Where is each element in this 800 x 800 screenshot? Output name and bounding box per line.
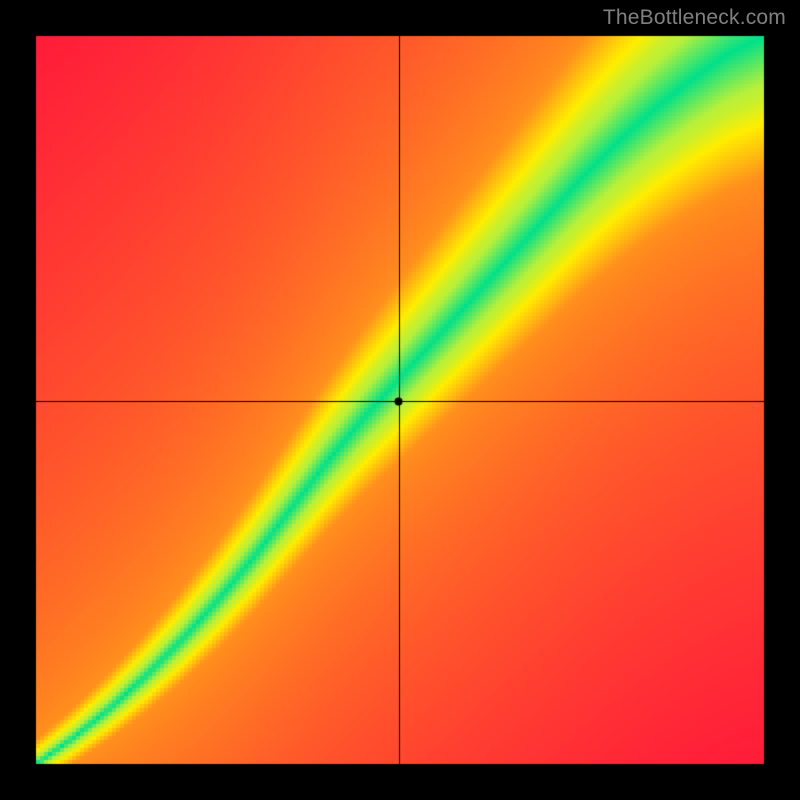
bottleneck-heatmap bbox=[0, 0, 800, 800]
chart-container: TheBottleneck.com bbox=[0, 0, 800, 800]
watermark-text: TheBottleneck.com bbox=[603, 6, 786, 30]
